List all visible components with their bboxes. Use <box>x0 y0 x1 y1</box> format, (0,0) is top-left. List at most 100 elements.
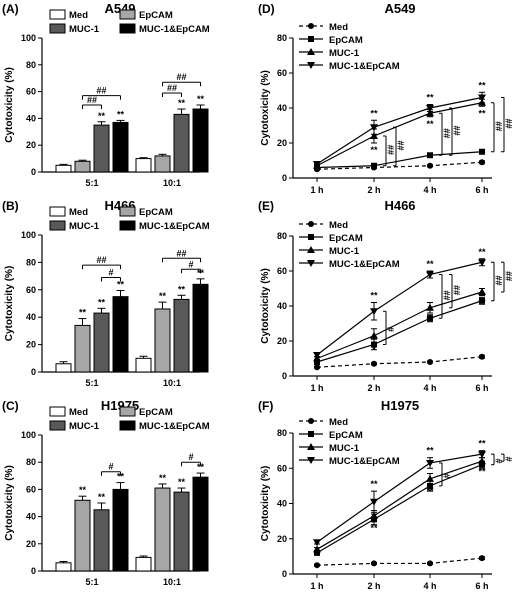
panel-f-title: H1975 <box>381 398 419 413</box>
panel-b-significance: ** <box>159 291 167 301</box>
panel-c-label: (C) <box>2 399 19 413</box>
panel-d-point <box>427 152 433 159</box>
panel-f-y-tick-label: 20 <box>277 534 287 544</box>
panel-c-y-tick-label: 80 <box>26 457 36 467</box>
panel-d-legend-label: EpCAM <box>329 35 363 46</box>
panel-d-series-line <box>316 161 483 170</box>
panel-f-point <box>370 511 378 519</box>
panel-b-bracket-label: # <box>188 259 193 269</box>
panel-d-significance: ** <box>478 80 486 90</box>
panel-c-bar <box>173 491 190 572</box>
panel-e-legend-label: Med <box>329 220 348 231</box>
panel-d-x-tick-label: 1 h <box>310 185 323 195</box>
panel-b-significance: ** <box>79 308 87 318</box>
panel-b-legend-label: Med <box>69 207 88 218</box>
panel-d-series-line <box>316 151 483 169</box>
panel-e-hash-label: ## <box>452 285 462 295</box>
panel-d-point <box>370 124 378 132</box>
panel-d-legend-point <box>307 48 315 55</box>
panel-b-bracket-label: ## <box>176 248 186 258</box>
panel-f-x-tick-label: 1 h <box>310 581 323 591</box>
panel-d-significance: ** <box>370 145 378 155</box>
panel-e-legend-label: EpCAM <box>329 233 363 244</box>
panel-d-y-tick-label: 40 <box>277 103 287 113</box>
panel-a-legend-label: EpCAM <box>139 10 173 21</box>
panel-d-point <box>478 94 486 102</box>
panel-b-bar <box>93 312 110 373</box>
panel-e-legend-label: MUC-1&EpCAM <box>329 259 400 270</box>
panel-f-series-line <box>316 453 483 543</box>
panel-a-bar <box>112 121 129 173</box>
panel-d-significance: ** <box>426 93 434 103</box>
panel-f-significance: ** <box>370 479 378 489</box>
panel-e-legend-point <box>307 246 315 253</box>
panel-f-point <box>427 482 433 489</box>
panel-e-significance: * <box>372 345 376 355</box>
panel-f-legend-point <box>307 443 315 450</box>
panel-d-hash-label: ## <box>396 140 406 150</box>
panel-f-point <box>314 562 320 569</box>
panel-b-bar <box>192 283 209 373</box>
panel-e-x-tick-label: 4 h <box>423 383 436 393</box>
panel-e-significance: ** <box>426 259 434 269</box>
panel-d-series-line <box>316 96 483 165</box>
panel-e-significance: ** <box>478 247 486 257</box>
panel-c-bar <box>135 556 152 572</box>
panel-d-legend-label: MUC-1&EpCAM <box>329 61 400 72</box>
panel-d-hash-label: ## <box>442 128 452 138</box>
panel-e-point <box>426 303 434 311</box>
panel-c-significance: ** <box>159 473 167 483</box>
panel-d-y-tick-label: 0 <box>282 173 287 183</box>
panel-b-significance: ** <box>98 297 106 307</box>
panel-b-y-label: Cytotoxicity (%) <box>4 266 15 342</box>
panel-d-legend-point <box>308 36 314 42</box>
panel-b-y-tick-label: 60 <box>26 285 36 295</box>
panel-e-x-tick-label: 6 h <box>475 383 488 393</box>
panel-b-legend-swatch <box>119 206 136 217</box>
panel-e-significance: ** <box>478 298 486 308</box>
panel-f-legend-point <box>307 457 315 464</box>
panel-b-bar <box>135 357 152 373</box>
panel-e-series-line <box>316 356 483 368</box>
panel-e-point <box>427 315 433 322</box>
panel-e-point <box>478 259 486 267</box>
panel-e-point <box>479 353 485 360</box>
panel-b-bracket-label: # <box>108 267 113 277</box>
panel-c-bracket-label: # <box>108 462 113 472</box>
panel-e-y-tick-label: 40 <box>277 301 287 311</box>
panel-c-significance: ** <box>178 477 186 487</box>
panel-c-bar <box>192 476 209 572</box>
panel-c-significance: ** <box>197 462 205 472</box>
panel-e-y-tick-label: 0 <box>282 371 287 381</box>
panel-e-title: H466 <box>384 198 415 213</box>
panel-c-legend-label: Med <box>69 407 88 418</box>
panel-f-significance: ** <box>426 486 434 496</box>
panel-b-bar <box>74 324 91 373</box>
panel-b-legend-label: EpCAM <box>139 207 173 218</box>
panel-a-y-tick-label: 100 <box>21 33 36 43</box>
panel-d-y-label: Cytotoxicity (%) <box>260 70 271 146</box>
panel-d-legend-point <box>308 23 314 29</box>
panel-e-hash-label: ## <box>442 290 452 300</box>
panel-b-significance: ** <box>117 279 125 289</box>
panel-e-hash-label: ## <box>504 271 514 281</box>
panel-c-x-tick-label: 10:1 <box>163 577 181 587</box>
panel-c-bar <box>93 509 110 572</box>
panel-e-significance: ** <box>370 291 378 301</box>
panel-e-legend-point <box>308 234 314 240</box>
panel-f-point <box>370 498 378 506</box>
panel-c-legend-swatch <box>49 420 66 431</box>
panel-f-legend-label: Med <box>329 417 348 428</box>
panel-d-legend-label: Med <box>329 22 348 33</box>
panel-d-hash-label: ## <box>452 126 462 136</box>
panel-f-hash-label: # <box>494 458 504 463</box>
panel-c-bar <box>55 562 72 572</box>
panel-a-significance: ** <box>197 94 205 104</box>
panel-c-y-tick-label: 40 <box>26 512 36 522</box>
panel-c-legend-swatch <box>119 406 136 417</box>
panel-b-x-tick-label: 5:1 <box>85 378 98 388</box>
panel-d-x-tick-label: 4 h <box>423 185 436 195</box>
panel-a-bar <box>55 164 72 173</box>
panel-a-legend-label: Med <box>69 10 88 21</box>
panel-e-legend-label: MUC-1 <box>329 246 360 257</box>
